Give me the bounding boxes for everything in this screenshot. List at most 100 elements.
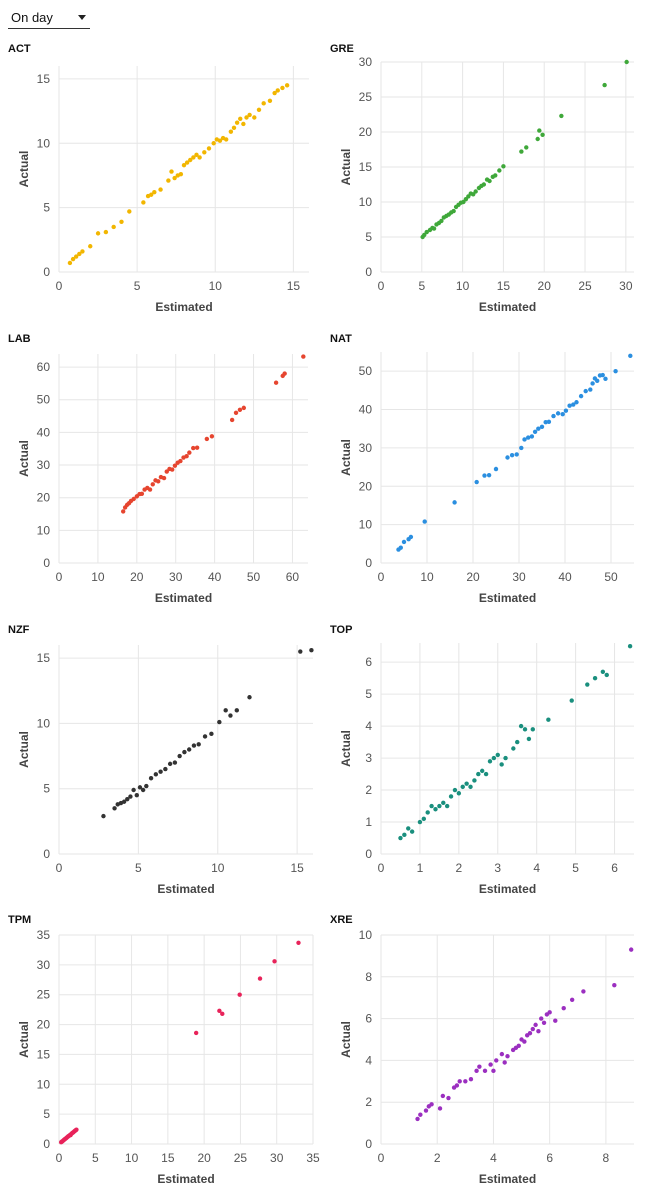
data-point: [172, 463, 178, 468]
data-point: [551, 413, 556, 419]
view-dropdown[interactable]: On day: [8, 6, 90, 29]
data-point: [491, 755, 497, 761]
data-point: [539, 424, 545, 430]
y-tick-label: 50: [359, 364, 373, 378]
x-tick-label: 25: [578, 279, 592, 293]
data-point: [237, 992, 242, 997]
y-tick-label: 20: [37, 1018, 51, 1032]
data-point: [522, 1039, 527, 1044]
x-tick-label: 5: [572, 861, 579, 875]
data-point: [223, 708, 228, 713]
chart-gre: GRE 0 5 10 15 20 25 30 0 5 10 15 20 25 30 Estimated Actu…: [330, 43, 634, 314]
y-axis-label: Actual: [339, 730, 353, 767]
y-tick-label: 2: [365, 1095, 372, 1109]
data-point: [125, 796, 130, 802]
data-point: [229, 417, 235, 423]
y-tick-label: 4: [365, 719, 372, 733]
data-point: [172, 760, 178, 765]
y-tick-label: 35: [37, 928, 51, 942]
data-point: [280, 85, 285, 91]
data-point: [613, 368, 618, 374]
data-point: [408, 534, 414, 540]
y-tick-label: 40: [359, 403, 373, 417]
data-point: [503, 755, 508, 761]
y-tick-label: 20: [359, 479, 373, 493]
y-tick-label: 10: [359, 518, 373, 532]
y-tick-label: 15: [359, 160, 373, 174]
y-tick-label: 5: [43, 201, 50, 215]
x-tick-label: 10: [420, 570, 434, 584]
data-point: [228, 713, 233, 718]
data-point: [418, 1112, 423, 1117]
chart-xre: XRE 0 2 4 6 8 10 0 2 4 6 8 Estimated Actual: [330, 914, 634, 1186]
data-point: [437, 803, 442, 809]
x-tick-label: 15: [161, 1151, 175, 1165]
x-tick-label: 40: [558, 570, 572, 584]
data-point: [468, 784, 473, 790]
data-point: [196, 742, 201, 747]
x-tick-label: 0: [56, 1151, 63, 1165]
data-point: [150, 482, 155, 487]
data-point: [628, 947, 634, 952]
data-point: [612, 982, 617, 988]
data-point: [252, 115, 257, 120]
x-tick-label: 10: [456, 279, 470, 293]
chart-title: LAB: [8, 333, 31, 345]
data-point: [152, 189, 157, 195]
x-tick-label: 10: [211, 861, 225, 875]
data-point: [398, 835, 403, 841]
y-tick-label: 50: [37, 393, 51, 407]
y-tick-label: 0: [365, 265, 372, 279]
x-tick-label: 50: [604, 570, 618, 584]
data-point: [193, 1030, 199, 1036]
y-tick-label: 5: [43, 782, 50, 796]
x-axis-label: Estimated: [155, 591, 212, 605]
y-tick-label: 0: [43, 847, 50, 861]
data-point: [474, 479, 479, 485]
data-point: [423, 1108, 429, 1113]
data-point: [473, 189, 478, 194]
data-point: [177, 753, 182, 759]
data-point: [67, 260, 73, 266]
data-point: [234, 120, 240, 125]
data-point: [574, 400, 579, 405]
data-point: [241, 121, 246, 127]
data-point: [543, 420, 548, 425]
chart-top: TOP 0 1 2 3 4 5 6 0 1 2 3 4 5 6 Estimated Actual: [330, 624, 634, 896]
data-point: [499, 1051, 505, 1057]
data-point: [592, 675, 598, 681]
x-axis-label: Estimated: [479, 300, 536, 314]
y-tick-label: 6: [365, 655, 372, 669]
data-point: [535, 136, 540, 142]
data-point: [137, 785, 143, 790]
data-point: [429, 1102, 434, 1107]
data-point: [546, 717, 551, 722]
y-tick-label: 25: [359, 90, 373, 104]
data-point: [553, 1018, 558, 1023]
x-tick-label: 0: [56, 861, 63, 875]
y-axis-label: Actual: [339, 149, 353, 186]
data-point: [247, 695, 252, 700]
data-point: [585, 682, 590, 687]
y-tick-label: 30: [37, 458, 51, 472]
data-point: [166, 178, 171, 183]
data-point: [70, 256, 76, 262]
y-tick-label: 3: [365, 751, 372, 765]
y-tick-label: 0: [365, 1137, 372, 1151]
x-tick-label: 2: [456, 861, 463, 875]
x-tick-label: 5: [135, 861, 142, 875]
data-point: [272, 959, 277, 964]
data-point: [148, 192, 154, 197]
y-axis-label: Actual: [17, 151, 31, 188]
x-tick-label: 30: [169, 570, 183, 584]
data-point: [527, 1031, 533, 1036]
y-tick-label: 15: [37, 1047, 51, 1061]
y-axis-label: Actual: [339, 439, 353, 476]
y-tick-label: 5: [43, 1107, 50, 1121]
y-tick-label: 30: [37, 958, 51, 972]
data-point: [178, 458, 183, 464]
data-point: [140, 787, 146, 793]
x-tick-label: 60: [286, 570, 300, 584]
data-point: [282, 371, 287, 376]
data-point: [595, 378, 600, 383]
